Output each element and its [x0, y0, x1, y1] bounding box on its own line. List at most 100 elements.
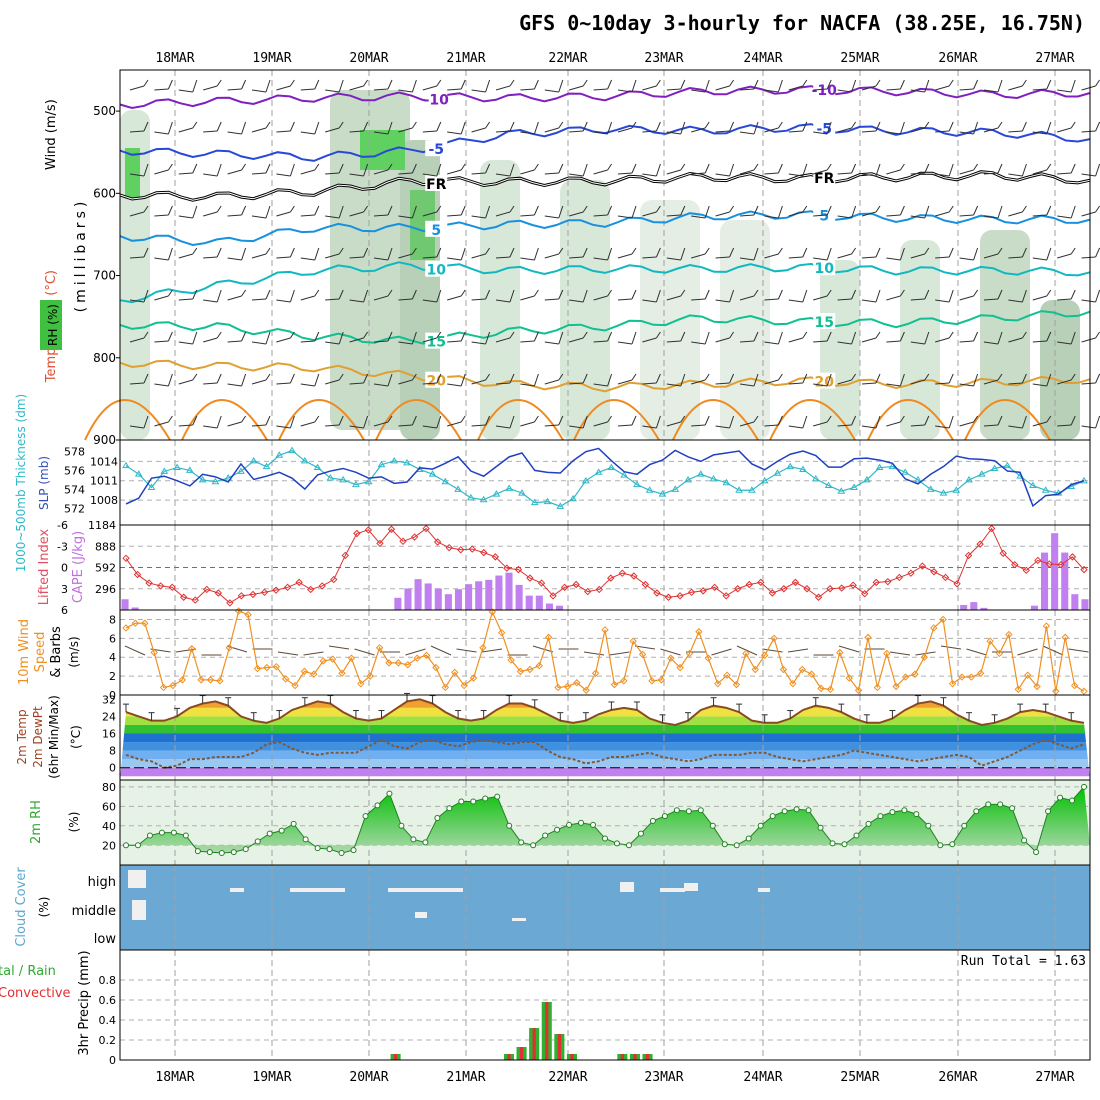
cloud-gap	[758, 888, 770, 892]
thickness-marker	[748, 486, 756, 493]
wind-barb	[631, 247, 637, 255]
upper-ylabel: (millibars)	[73, 198, 89, 313]
wind-barb	[935, 337, 950, 343]
thickness-marker	[760, 476, 769, 484]
wind-barb	[558, 331, 564, 345]
wind-barb	[764, 424, 779, 427]
wind-barb	[1095, 163, 1100, 177]
wind-barb	[276, 211, 291, 217]
wind-barb	[241, 247, 247, 261]
wind-barb	[1008, 211, 1023, 217]
rh-marker	[182, 832, 189, 839]
wind-barb	[300, 383, 315, 387]
lifted-index-marker	[814, 593, 823, 601]
wind-ylabel: 10m Wind Speed & Barbs	[17, 619, 64, 685]
wind-barb	[398, 253, 413, 259]
wind-barb	[1070, 331, 1076, 345]
cape-bar	[475, 581, 483, 610]
wind-barb	[325, 89, 340, 93]
thickness-marker	[901, 468, 910, 475]
wind-barb	[875, 205, 881, 213]
wind-barb	[788, 299, 803, 303]
run-total-label: Run Total = 1.63	[961, 954, 1086, 969]
wind-barb	[569, 130, 584, 133]
rh-marker	[566, 821, 573, 828]
wind-barb	[520, 214, 535, 217]
wind-barb	[411, 415, 417, 426]
y-tick-label: 8	[109, 613, 116, 626]
lifted-index-marker	[964, 551, 973, 560]
wind-barb	[143, 121, 149, 132]
wind-barb	[837, 424, 852, 427]
lifted-index-marker	[514, 565, 523, 574]
wind-barb	[983, 379, 999, 385]
wind-barb	[154, 169, 169, 175]
wind-barb	[460, 163, 466, 171]
wind-barb	[203, 337, 218, 343]
lifted-index-marker	[941, 573, 950, 582]
wind-barb	[544, 172, 559, 175]
y-tick-label: 1014	[90, 455, 118, 468]
wind-barb	[997, 205, 1003, 219]
wind-barb	[1046, 247, 1052, 261]
date-label-bottom: 19MAR	[252, 1070, 291, 1085]
wind-barb	[227, 214, 242, 217]
y-tick-label: 600	[93, 186, 116, 200]
wind-barb	[935, 299, 950, 303]
wind-speed-marker	[131, 619, 140, 627]
wind-barb	[861, 337, 877, 343]
wind-barb	[192, 163, 198, 174]
wind-barb	[826, 247, 832, 261]
contour-label: 5	[819, 209, 829, 225]
contour-label-bg	[425, 140, 448, 157]
cloud-gap	[684, 883, 698, 891]
contour-label: FR	[426, 177, 447, 193]
wind-barb	[813, 169, 828, 175]
wind-barb	[363, 289, 369, 303]
wind-barb	[642, 337, 657, 343]
temperature-line	[119, 359, 1091, 393]
wind-barb	[192, 79, 198, 93]
wind-barb	[289, 205, 295, 213]
thickness-marker	[326, 474, 335, 481]
wind-speed-marker	[967, 673, 976, 681]
wind-barb	[495, 85, 511, 91]
contour-label: 15	[427, 335, 446, 351]
wind-barb	[582, 247, 588, 258]
wind-barb	[265, 205, 271, 219]
thickness-marker	[875, 463, 884, 471]
thickness-marker	[441, 477, 450, 485]
wind-barb	[715, 256, 730, 259]
wind-speed-marker	[751, 665, 759, 674]
wind-barb	[241, 79, 247, 90]
axis-label-wind-2: Speed	[33, 632, 48, 673]
upper-side-label: Wind (m/s)Temperature (°C)RH (%)	[40, 99, 62, 383]
wind-barb	[558, 247, 564, 255]
wind-barb	[1057, 215, 1072, 219]
cloud-gap	[660, 888, 685, 892]
wind-barb	[680, 373, 686, 387]
wind-barb	[729, 121, 735, 132]
wind-barb	[777, 331, 783, 345]
wind-barb	[948, 331, 954, 339]
wind-barb	[582, 205, 588, 213]
wind-barb	[167, 373, 173, 387]
wind-barb	[398, 341, 413, 345]
wind-barb	[1070, 205, 1076, 219]
precip-convective-bar	[519, 1047, 524, 1060]
cape-bar	[404, 588, 412, 610]
wind-barb	[314, 163, 320, 171]
wind-barb	[411, 331, 417, 345]
wind-barb	[143, 415, 149, 429]
lifted-index-marker	[133, 570, 142, 579]
lifted-index-marker	[249, 590, 257, 599]
lifted-index-marker	[422, 524, 430, 533]
y-tick-label: 0	[109, 762, 116, 775]
wind-speed-marker	[281, 675, 290, 683]
rh-marker	[997, 801, 1004, 808]
wind-barb	[178, 89, 193, 93]
wind-barb	[666, 169, 681, 175]
thickness-marker	[965, 475, 973, 483]
rh-marker	[554, 826, 561, 833]
